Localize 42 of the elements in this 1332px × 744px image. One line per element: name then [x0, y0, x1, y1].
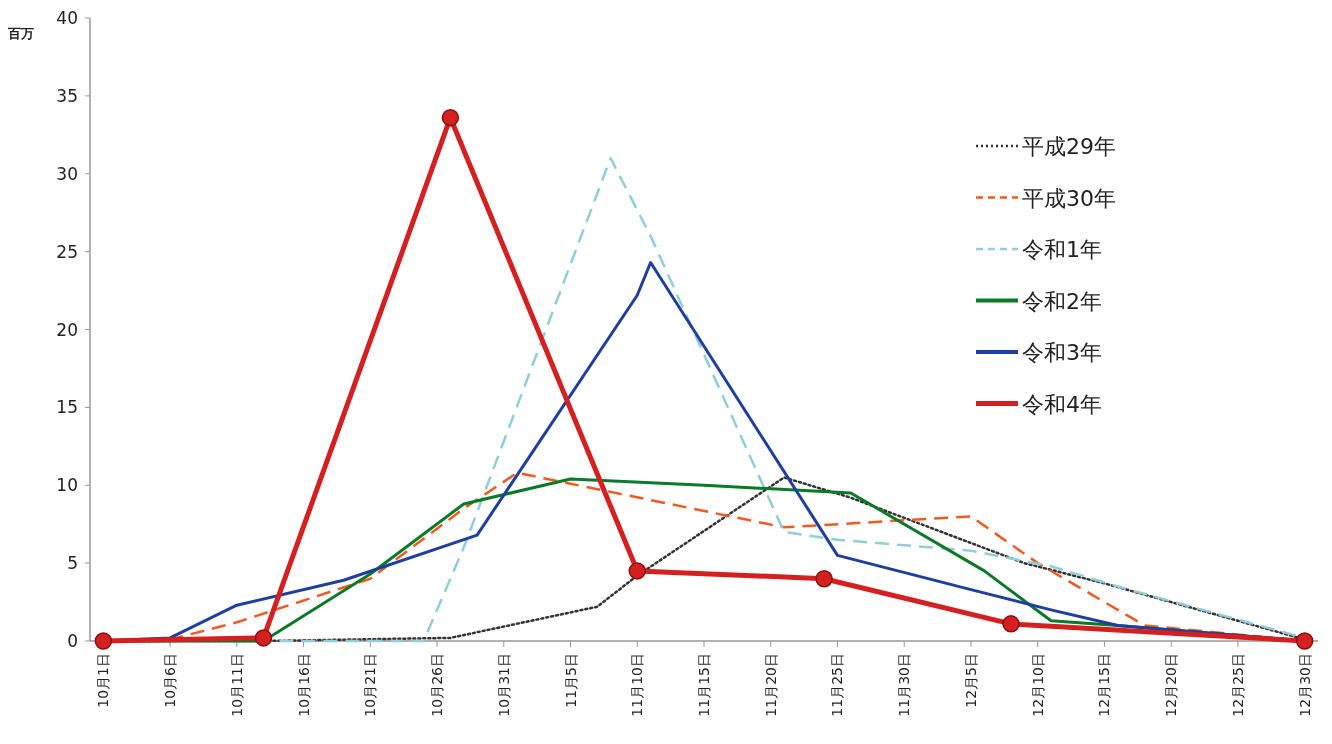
x-tick-label: 10月11日 [228, 653, 245, 717]
y-axis-title: 百万 [7, 26, 34, 41]
y-tick-label: 0 [67, 631, 78, 651]
x-tick-label: 12月15日 [1096, 653, 1113, 717]
y-tick-label: 30 [56, 163, 78, 184]
point [1002, 615, 1020, 633]
point [441, 108, 460, 127]
x-tick-label: 10月16日 [295, 653, 312, 717]
legend-label: 平成30年 [1022, 185, 1116, 211]
y-tick-label: 25 [56, 241, 78, 262]
x-tick-label: 12月10日 [1029, 653, 1046, 717]
legend-label: 令和4年 [1022, 391, 1102, 417]
x-tick-label: 11月5日 [562, 653, 579, 708]
legend-label: 令和1年 [1022, 237, 1102, 262]
point [94, 632, 113, 650]
legend-label: 平成29年 [1022, 134, 1116, 159]
x-tick-label: 10月26日 [429, 653, 446, 717]
legend-label: 令和2年 [1022, 288, 1102, 314]
x-tick-label: 10月1日 [95, 653, 112, 708]
x-tick-label: 11月10日 [629, 653, 646, 717]
x-tick-label: 10月21日 [362, 653, 379, 717]
x-tick-label: 12月20日 [1163, 653, 1180, 717]
x-tick-label: 11月30日 [896, 653, 913, 717]
x-tick-label: 11月20日 [762, 653, 779, 717]
x-tick-label: 10月6日 [162, 653, 179, 708]
x-tick-label: 10月31日 [495, 653, 512, 717]
point [628, 562, 647, 580]
x-tick-label: 12月25日 [1229, 653, 1246, 717]
point [1295, 632, 1314, 650]
point [254, 629, 273, 647]
x-tick-label: 12月5日 [962, 653, 979, 708]
x-tick-label: 11月25日 [829, 653, 846, 717]
legend-label: 令和3年 [1022, 340, 1102, 365]
x-tick-label: 12月30日 [1296, 653, 1313, 717]
y-tick-label: 5 [67, 553, 78, 574]
y-tick-label: 20 [56, 319, 78, 340]
y-tick-label: 40 [56, 8, 78, 28]
point [815, 569, 833, 588]
y-tick-label: 15 [56, 397, 78, 418]
y-tick-label: 35 [56, 85, 78, 106]
x-tick-label: 11月15日 [696, 653, 712, 717]
y-tick-label: 10 [56, 475, 78, 496]
